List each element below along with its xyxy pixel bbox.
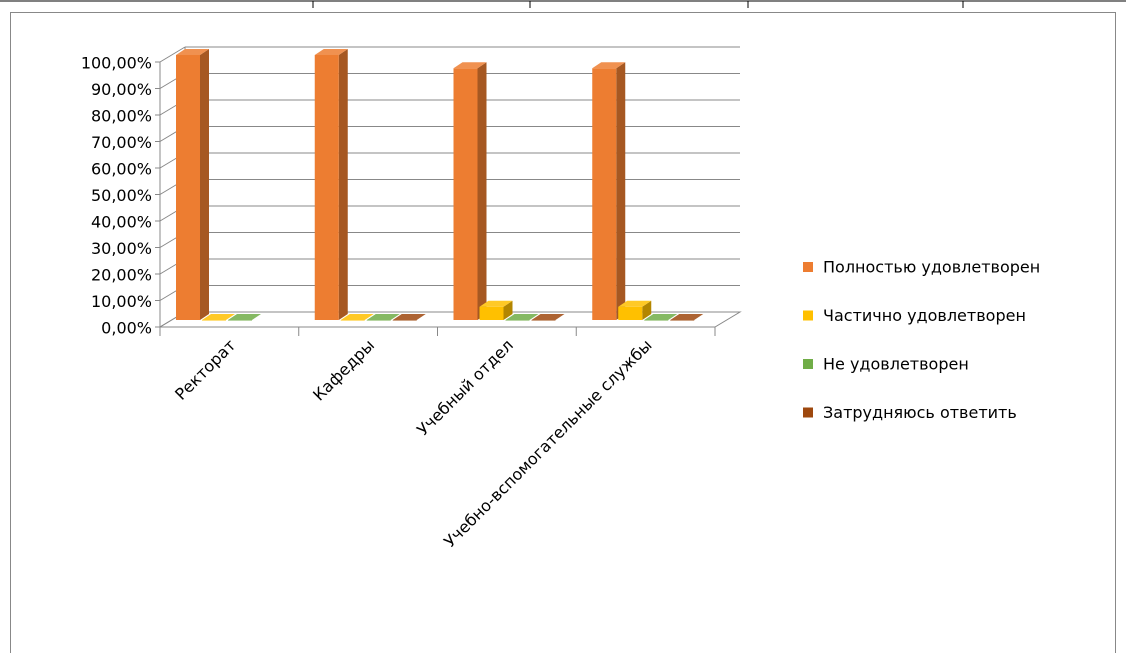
bar-front: [453, 68, 478, 320]
x-tick-label: Кафедры: [309, 336, 378, 405]
bar-top: [505, 314, 539, 320]
y-tick-label: 10,00%: [91, 292, 152, 311]
legend-label: Полностью удовлетворен: [823, 258, 1040, 277]
bar-front: [228, 320, 252, 321]
bar-front: [618, 306, 643, 320]
y-tick-label: 100,00%: [81, 54, 152, 73]
bar: [670, 314, 704, 321]
bar-side: [200, 49, 209, 320]
bar-side: [616, 62, 626, 320]
y-tick-label: 0,00%: [101, 319, 152, 338]
legend-label: Не удовлетворен: [823, 355, 969, 374]
bar: [505, 314, 539, 321]
x-tick-label: Учебный отдел: [413, 336, 517, 440]
bar: [592, 62, 626, 320]
bar: [366, 314, 400, 321]
bar-side: [503, 300, 513, 320]
bar-front: [644, 320, 669, 321]
y-tick-label: 60,00%: [91, 160, 152, 179]
legend-swatch: [803, 407, 813, 418]
bar-top: [644, 314, 678, 320]
bar-front: [592, 68, 617, 320]
bar: [453, 62, 487, 320]
y-tick-label: 50,00%: [91, 186, 152, 205]
bar-top: [202, 314, 235, 320]
bar: [392, 314, 426, 321]
bar: [228, 314, 261, 321]
bar: [314, 49, 348, 320]
bar-top: [228, 314, 261, 320]
bar-top: [453, 62, 487, 69]
bar-front: [202, 320, 226, 321]
bar-side: [338, 49, 348, 320]
bar-top: [670, 314, 704, 320]
bar-top: [366, 314, 400, 320]
x-tick-label: Ректорат: [171, 336, 239, 404]
bar-front: [340, 320, 365, 321]
bar-top: [392, 314, 426, 320]
bar-front: [670, 320, 695, 321]
bar-top: [479, 300, 513, 307]
bar: [479, 300, 513, 320]
bar-top: [340, 314, 374, 320]
y-tick-label: 20,00%: [91, 266, 152, 285]
bar: [340, 314, 374, 321]
legend-label: Частично удовлетворен: [823, 306, 1026, 325]
bar-front: [392, 320, 417, 321]
bar-side: [642, 300, 652, 320]
y-tick-label: 70,00%: [91, 133, 152, 152]
y-tick-label: 40,00%: [91, 213, 152, 232]
bar-top: [592, 62, 626, 69]
bar: [202, 314, 235, 321]
y-tick-label: 80,00%: [91, 107, 152, 126]
bar-front: [176, 55, 200, 320]
bar-front: [479, 306, 504, 320]
bar-top: [314, 49, 348, 55]
bar-front: [366, 320, 391, 321]
legend-swatch: [803, 262, 813, 272]
bar-side: [477, 62, 487, 320]
bar-front: [531, 320, 556, 321]
bar: [176, 49, 209, 320]
bar-front: [314, 55, 339, 320]
side-grid-line: [159, 46, 186, 63]
bar-top: [531, 314, 565, 320]
legend-swatch: [803, 359, 813, 369]
bar-top: [176, 49, 209, 55]
y-tick-label: 90,00%: [91, 80, 152, 99]
bar: [618, 300, 652, 320]
bar: [644, 314, 678, 321]
y-tick-label: 30,00%: [91, 239, 152, 258]
bar-top: [618, 300, 652, 307]
legend-label: Затрудняюсь ответить: [823, 403, 1017, 422]
bar: [531, 314, 565, 321]
bar-front: [505, 320, 530, 321]
legend-swatch: [803, 310, 813, 321]
